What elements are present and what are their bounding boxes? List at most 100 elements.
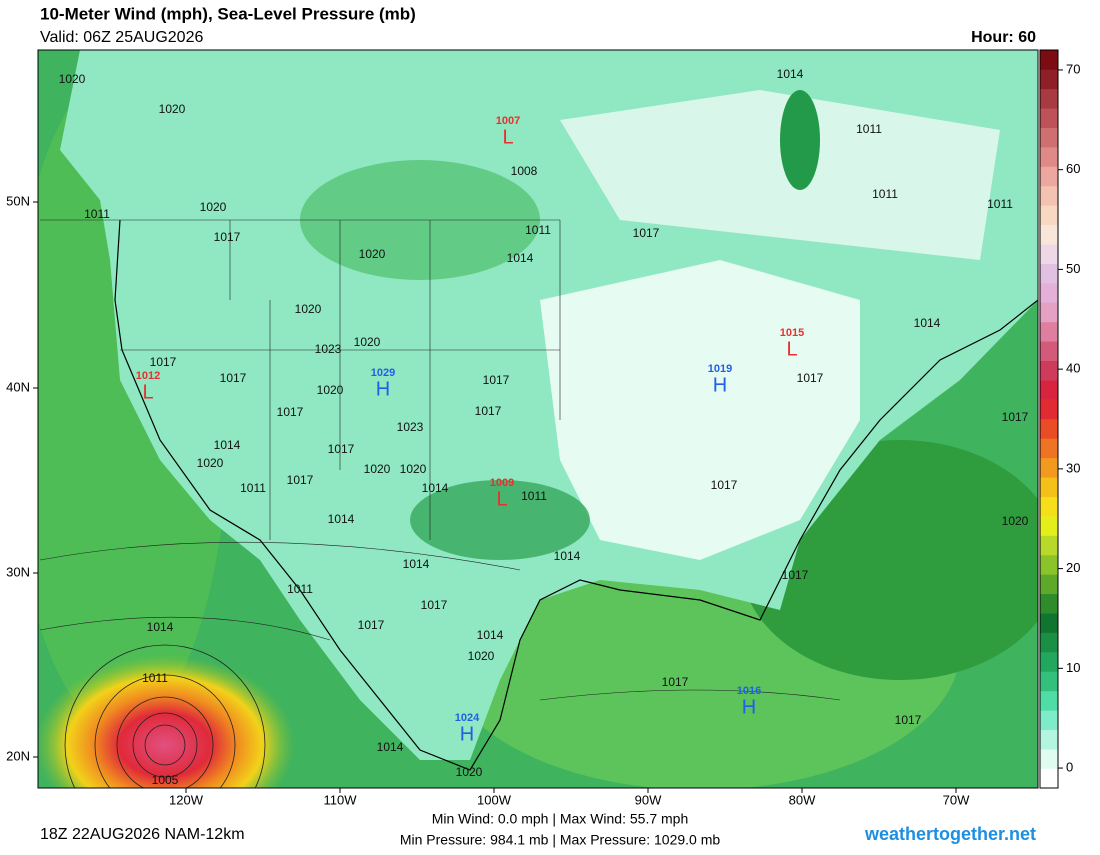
isobar-label: 1014 — [328, 512, 355, 526]
lon-label: 110W — [324, 792, 358, 807]
lon-label: 100W — [477, 792, 512, 807]
isobar-label: 1020 — [1002, 514, 1029, 528]
lon-label: 90W — [635, 792, 662, 807]
isobar-label: 1014 — [147, 620, 174, 634]
isobar-label: 1014 — [422, 481, 449, 495]
color-swatch — [1040, 749, 1058, 769]
isobar-label: 1017 — [220, 371, 247, 385]
isobar-label: 1008 — [511, 164, 538, 178]
isobar-label: 1017 — [214, 230, 241, 244]
center-symbol: L — [502, 126, 513, 148]
axes: 50N 40N 30N 20N 120W 110W 100W 90W 80W 70W — [6, 193, 970, 807]
isobar-label: 1020 — [59, 72, 86, 86]
isobar-label: 1017 — [287, 473, 314, 487]
isobar-label: 1014 — [507, 251, 534, 265]
lat-label: 20N — [6, 748, 30, 763]
color-swatch — [1040, 147, 1058, 167]
isobar-label: 1020 — [400, 462, 427, 476]
site-name[interactable]: weathertogether.net — [864, 824, 1036, 844]
center-symbol: L — [496, 488, 507, 510]
lat-label: 30N — [6, 564, 30, 579]
colorbar-tick-label: 70 — [1066, 61, 1080, 76]
center-pressure: 1024 — [455, 712, 480, 724]
center-symbol: H — [713, 374, 727, 396]
isobar-label: 1017 — [150, 355, 177, 369]
isobar-label: 1020 — [354, 335, 381, 349]
colorbar-tick-label: 50 — [1066, 261, 1080, 276]
center-pressure: 1029 — [371, 367, 395, 379]
isobar-label: 1017 — [633, 226, 660, 240]
isobar-label: 1020 — [295, 302, 322, 316]
color-swatch — [1040, 380, 1058, 400]
color-swatch — [1040, 360, 1058, 381]
isobar-label: 1017 — [421, 598, 448, 612]
isobar-label: 1020 — [317, 383, 344, 397]
colorbar-tick-label: 60 — [1066, 161, 1080, 176]
isobar-label: 1011 — [856, 122, 882, 136]
isobar-label: 1017 — [328, 442, 355, 456]
isobar-label: 1014 — [777, 67, 804, 81]
color-swatch — [1040, 185, 1058, 206]
lon-label: 120W — [169, 792, 204, 807]
isobar-label: 1020 — [468, 649, 495, 663]
isobar-label: 1020 — [159, 102, 186, 116]
lon-label: 70W — [943, 792, 970, 807]
colorbar-tick-label: 10 — [1066, 660, 1080, 675]
color-swatch — [1040, 302, 1058, 323]
color-swatch — [1040, 321, 1058, 342]
color-swatch — [1040, 341, 1058, 362]
color-swatch — [1040, 574, 1058, 595]
isobar-label: 1011 — [142, 671, 168, 685]
isobar-labels: 1020 1020 1020 1017 1011 1020 1020 1023 1020 1017… — [59, 67, 1029, 787]
center-symbol: H — [460, 723, 474, 745]
colorbar-tick-label: 0 — [1066, 759, 1073, 774]
color-swatch — [1040, 710, 1058, 731]
isobar-label: 1017 — [711, 478, 738, 492]
isobar-label: 1011 — [987, 197, 1013, 211]
title: 10-Meter Wind (mph), Sea-Level Pressure … — [40, 4, 416, 23]
isobar-label: 1011 — [525, 223, 551, 237]
isobar-label: 1014 — [554, 549, 581, 563]
isobar-label: 1014 — [214, 438, 241, 452]
map-frame — [37, 49, 1039, 789]
isobar-label: 1017 — [358, 618, 385, 632]
isobar-label: 1014 — [377, 740, 404, 754]
isobar-label: 1017 — [277, 405, 304, 419]
color-swatch — [1040, 729, 1058, 750]
isobar-label: 1020 — [456, 765, 483, 779]
color-swatch — [1040, 593, 1058, 614]
color-swatch — [1040, 127, 1058, 148]
center-symbol: H — [376, 378, 390, 400]
isobar-label: 1020 — [197, 456, 224, 470]
color-swatch — [1040, 613, 1058, 633]
isobar-label: 1014 — [914, 316, 941, 330]
isobar-label: 1020 — [359, 247, 386, 261]
isobar-label: 1011 — [521, 489, 547, 503]
forecast-hour: Hour: 60 — [971, 29, 1036, 46]
color-swatch — [1040, 457, 1058, 478]
isobar-label: 1014 — [403, 557, 430, 571]
color-swatch — [1040, 516, 1058, 536]
colorbar: 0 10 20 30 40 50 60 70 — [1039, 49, 1080, 789]
center-pressure: 1019 — [708, 363, 732, 375]
color-swatch — [1040, 108, 1058, 128]
color-swatch — [1040, 438, 1058, 459]
isobar-label: 1023 — [315, 342, 342, 356]
title-block: 10-Meter Wind (mph), Sea-Level Pressure … — [40, 4, 1036, 46]
footer: 18Z 22AUG2026 NAM-12km Min Wind: 0.0 mph… — [40, 811, 1036, 848]
center-pressure: 1007 — [496, 115, 520, 127]
colorbar-tick-label: 40 — [1066, 361, 1080, 376]
color-swatch — [1040, 244, 1058, 264]
isobar-label: 1020 — [200, 200, 227, 214]
color-swatch — [1040, 205, 1058, 226]
isobar-label: 1017 — [782, 568, 809, 582]
isobar-label: 1005 — [152, 773, 179, 787]
pressure-stats: Min Pressure: 984.1 mb | Max Pressure: 1… — [400, 832, 721, 848]
color-swatch — [1040, 88, 1058, 109]
center-pressure: 1015 — [780, 327, 804, 339]
color-swatch — [1040, 477, 1058, 497]
lat-label: 40N — [6, 379, 30, 394]
lat-label: 50N — [6, 193, 30, 208]
center-symbol: L — [786, 338, 797, 360]
